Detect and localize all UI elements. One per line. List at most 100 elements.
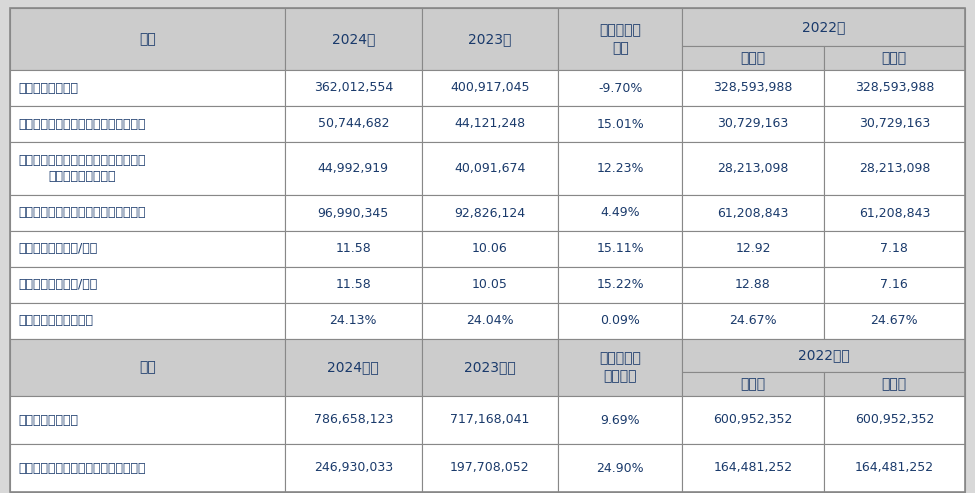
Text: 12.92: 12.92 — [735, 243, 771, 255]
Bar — [824, 267, 965, 303]
Bar — [10, 195, 285, 231]
Text: 362,012,554: 362,012,554 — [314, 81, 393, 95]
Text: 12.23%: 12.23% — [597, 162, 644, 175]
Text: 2023年末: 2023年末 — [464, 360, 516, 375]
Text: 30,729,163: 30,729,163 — [859, 117, 930, 131]
Bar — [824, 46, 965, 70]
Bar — [285, 396, 421, 444]
Bar — [421, 303, 558, 339]
Text: 归属于上市公司股东的扣除非经常性损
益的净利润（千元）: 归属于上市公司股东的扣除非经常性损 益的净利润（千元） — [18, 154, 145, 183]
Bar — [682, 106, 824, 142]
Bar — [10, 8, 285, 70]
Text: 0.09%: 0.09% — [601, 315, 641, 327]
Text: 营业收入（千元）: 营业收入（千元） — [18, 81, 78, 95]
Text: 61,208,843: 61,208,843 — [859, 207, 930, 219]
Text: 本年末比上
年末增减: 本年末比上 年末增减 — [600, 352, 642, 384]
Text: 本年比上年
增减: 本年比上年 增减 — [600, 23, 642, 55]
Bar — [824, 396, 965, 444]
Text: 15.22%: 15.22% — [597, 279, 644, 291]
Bar — [10, 106, 285, 142]
Text: 24.90%: 24.90% — [597, 461, 644, 474]
Bar — [824, 444, 965, 492]
Bar — [10, 142, 285, 195]
Bar — [682, 303, 824, 339]
Text: 经营活动产生的现金流量净额（千元）: 经营活动产生的现金流量净额（千元） — [18, 207, 145, 219]
Bar — [682, 142, 824, 195]
Text: 10.06: 10.06 — [472, 243, 508, 255]
Bar — [421, 267, 558, 303]
Bar — [682, 195, 824, 231]
Text: 717,168,041: 717,168,041 — [450, 414, 529, 426]
Text: 600,952,352: 600,952,352 — [855, 414, 934, 426]
Text: 164,481,252: 164,481,252 — [714, 461, 793, 474]
Text: 246,930,033: 246,930,033 — [314, 461, 393, 474]
Bar — [285, 8, 421, 70]
Bar — [421, 195, 558, 231]
Text: 11.58: 11.58 — [335, 279, 371, 291]
Text: 24.04%: 24.04% — [466, 315, 514, 327]
Bar — [421, 8, 558, 70]
Text: 7.18: 7.18 — [880, 243, 909, 255]
Bar — [682, 70, 824, 106]
Text: 2023年: 2023年 — [468, 32, 512, 46]
Text: 28,213,098: 28,213,098 — [859, 162, 930, 175]
Text: 600,952,352: 600,952,352 — [714, 414, 793, 426]
Text: 调整前: 调整前 — [740, 51, 765, 65]
Text: 2024年: 2024年 — [332, 32, 375, 46]
Text: 24.13%: 24.13% — [330, 315, 377, 327]
Bar — [682, 267, 824, 303]
Bar — [421, 396, 558, 444]
Text: 2022年末: 2022年末 — [798, 349, 849, 362]
Bar — [10, 303, 285, 339]
Text: 328,593,988: 328,593,988 — [855, 81, 934, 95]
Text: 加权平均净资产收益率: 加权平均净资产收益率 — [18, 315, 93, 327]
Bar — [824, 70, 965, 106]
Bar — [10, 267, 285, 303]
Bar — [285, 444, 421, 492]
Bar — [285, 339, 421, 396]
Text: 基本每股收益（元/股）: 基本每股收益（元/股） — [18, 243, 98, 255]
Bar — [558, 444, 682, 492]
Text: 40,091,674: 40,091,674 — [454, 162, 526, 175]
Text: 92,826,124: 92,826,124 — [454, 207, 526, 219]
Bar — [682, 396, 824, 444]
Text: 11.58: 11.58 — [335, 243, 371, 255]
Text: 9.69%: 9.69% — [601, 414, 640, 426]
Bar — [285, 195, 421, 231]
Text: 2022年: 2022年 — [802, 20, 845, 34]
Bar — [558, 339, 682, 396]
Bar — [285, 231, 421, 267]
Text: 50,744,682: 50,744,682 — [318, 117, 389, 131]
Text: 328,593,988: 328,593,988 — [714, 81, 793, 95]
Text: -9.70%: -9.70% — [598, 81, 643, 95]
Text: 2024年末: 2024年末 — [328, 360, 379, 375]
Text: 400,917,045: 400,917,045 — [450, 81, 529, 95]
Text: 调整前: 调整前 — [740, 377, 765, 391]
Bar — [421, 339, 558, 396]
Bar — [10, 231, 285, 267]
Bar — [421, 231, 558, 267]
Bar — [421, 444, 558, 492]
Text: 10.05: 10.05 — [472, 279, 508, 291]
Bar — [10, 70, 285, 106]
Bar — [285, 106, 421, 142]
Bar — [682, 372, 824, 396]
Bar — [824, 195, 965, 231]
Bar — [682, 231, 824, 267]
Bar — [682, 444, 824, 492]
Bar — [285, 267, 421, 303]
Bar — [824, 142, 965, 195]
Text: 12.88: 12.88 — [735, 279, 771, 291]
Text: 归属于上市公司股东的净资产（千元）: 归属于上市公司股东的净资产（千元） — [18, 461, 145, 474]
Bar — [558, 303, 682, 339]
Text: 项目: 项目 — [139, 360, 156, 375]
Bar — [558, 195, 682, 231]
Text: 稀释每股收益（元/股）: 稀释每股收益（元/股） — [18, 279, 98, 291]
Bar — [558, 106, 682, 142]
Bar — [421, 106, 558, 142]
Text: 15.01%: 15.01% — [597, 117, 644, 131]
Bar — [285, 303, 421, 339]
Text: 197,708,052: 197,708,052 — [450, 461, 529, 474]
Text: 24.67%: 24.67% — [871, 315, 918, 327]
Text: 96,990,345: 96,990,345 — [318, 207, 389, 219]
